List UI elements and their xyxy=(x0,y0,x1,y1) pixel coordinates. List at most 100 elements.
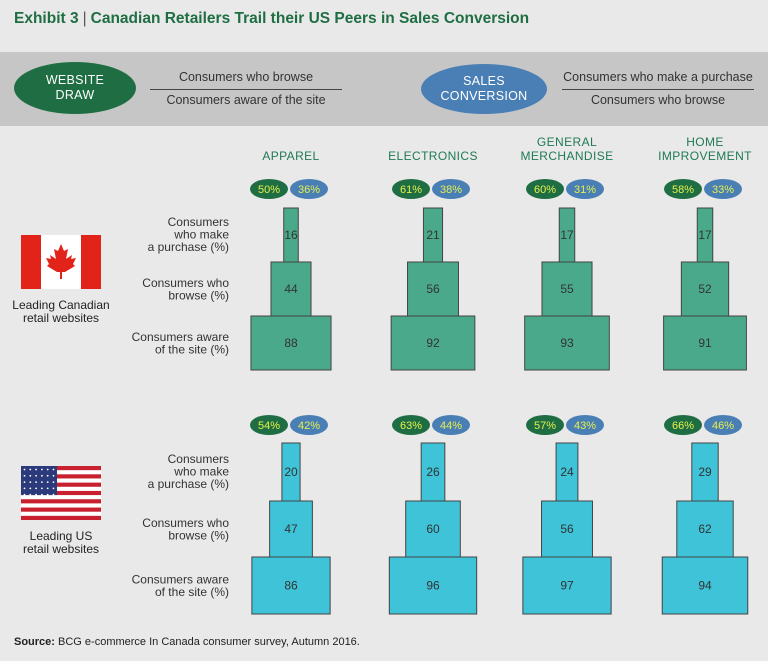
sales-conversion-label-2: CONVERSION xyxy=(440,89,528,103)
funnel-value-aware: 88 xyxy=(284,336,298,350)
us-flag-star xyxy=(41,493,43,496)
website-draw-pill xyxy=(250,415,288,435)
funnel-bar-purchase xyxy=(283,207,299,263)
website-draw-badge: WEBSITE DRAW xyxy=(14,62,136,114)
website-draw-pill xyxy=(250,179,288,199)
us-flag-star xyxy=(29,493,32,496)
sales-conversion-denominator: Consumers who browse xyxy=(590,93,726,107)
us-flag-star xyxy=(46,493,49,496)
us-flag-star xyxy=(52,474,55,477)
us-flag-star xyxy=(29,474,32,477)
funnel-bar-purchase xyxy=(420,442,446,502)
us-flag-canton xyxy=(21,466,57,496)
exhibit-label: Exhibit 3 xyxy=(14,10,79,27)
us-flag-stripe xyxy=(21,474,101,479)
sales-conversion-value: 36% xyxy=(298,184,320,196)
funnel-bar-purchase xyxy=(555,442,579,502)
website-draw-pill xyxy=(526,415,564,435)
category-label: GENERAL xyxy=(537,135,597,149)
funnel-value-browse: 55 xyxy=(560,282,574,296)
category-label: ELECTRONICS xyxy=(388,149,478,163)
funnel-bar-browse xyxy=(269,500,313,558)
us-flag-stripe xyxy=(21,499,101,504)
funnel-value-aware: 91 xyxy=(698,336,712,350)
funnel-bar-browse xyxy=(407,261,459,317)
website-draw-value: 54% xyxy=(258,420,280,432)
funnel-value-aware: 92 xyxy=(426,336,440,350)
us-flag-star xyxy=(41,481,43,483)
title-separator: | xyxy=(82,10,87,27)
sales-conversion-label-1: SALES xyxy=(463,74,505,88)
sales-conversion-value: 38% xyxy=(440,184,462,196)
row-label-browse: browse (%) xyxy=(168,529,229,543)
sales-conversion-value: 33% xyxy=(712,184,734,196)
canada-flag-left-band xyxy=(21,235,41,289)
sales-conversion-pill xyxy=(704,179,742,199)
funnel-value-browse: 56 xyxy=(560,522,574,536)
sales-conversion-numerator: Consumers who make a purchase xyxy=(563,70,753,84)
funnel-value-purchase: 29 xyxy=(698,465,712,479)
funnel-bar-purchase xyxy=(558,207,576,263)
us-flag-star xyxy=(46,481,49,483)
group-name: retail websites xyxy=(23,542,99,556)
sales-conversion-pill xyxy=(566,179,604,199)
funnel-bar-aware xyxy=(250,315,332,371)
us-flag-star xyxy=(35,493,37,496)
row-label-aware: of the site (%) xyxy=(155,343,229,357)
sales-conversion-value: 46% xyxy=(712,420,734,432)
funnel-bar-purchase xyxy=(281,442,301,502)
website-draw-pill xyxy=(664,415,702,435)
us-flag-star xyxy=(23,493,26,496)
funnel-bar-browse xyxy=(541,261,593,317)
category-label: IMPROVEMENT xyxy=(658,149,752,163)
funnel-bar-browse xyxy=(405,500,461,558)
sales-conversion-pill xyxy=(704,415,742,435)
category-label: MERCHANDISE xyxy=(520,149,613,163)
website-draw-value: 57% xyxy=(534,420,556,432)
funnel-bar-aware xyxy=(524,315,610,371)
website-draw-label-2: DRAW xyxy=(55,88,95,102)
sales-conversion-pill xyxy=(566,415,604,435)
row-label-purchase: who make xyxy=(173,465,229,479)
funnel-value-browse: 52 xyxy=(698,282,712,296)
us-flag-stripe xyxy=(21,490,101,496)
us-flag-star xyxy=(35,481,37,483)
source-text: BCG e-commerce In Canada consumer survey… xyxy=(58,636,360,648)
us-flag-star xyxy=(35,487,37,490)
funnel-bar-aware xyxy=(251,556,331,615)
website-draw-value: 63% xyxy=(400,420,422,432)
funnel-value-browse: 44 xyxy=(284,282,298,296)
website-draw-label-1: WEBSITE xyxy=(45,73,105,87)
funnel-value-purchase: 26 xyxy=(426,465,440,479)
us-flag-star xyxy=(41,487,43,490)
sales-conversion-value: 42% xyxy=(298,420,320,432)
funnel-value-browse: 62 xyxy=(698,522,712,536)
us-flag-star xyxy=(29,481,32,483)
source-note: Source: BCG e-commerce In Canada consume… xyxy=(14,636,360,648)
funnel-bar-aware xyxy=(522,556,612,615)
funnel-value-purchase: 21 xyxy=(426,228,440,242)
row-label-browse: browse (%) xyxy=(168,289,229,303)
maple-leaf-icon xyxy=(46,244,76,279)
funnel-bar-aware xyxy=(661,556,749,615)
sales-conversion-pill xyxy=(290,415,328,435)
website-draw-value: 61% xyxy=(400,184,422,196)
funnel-value-purchase: 24 xyxy=(560,465,574,479)
us-flag-star xyxy=(41,474,43,477)
category-label: APPAREL xyxy=(262,149,319,163)
chart-title: Exhibit 3 | Canadian Retailers Trail their… xyxy=(14,10,529,28)
us-flag-stripe xyxy=(21,507,101,512)
funnel-value-aware: 93 xyxy=(560,336,574,350)
website-draw-numerator: Consumers who browse xyxy=(178,70,314,84)
sales-conversion-pill xyxy=(432,179,470,199)
row-label-aware: of the site (%) xyxy=(155,585,229,599)
us-flag-star xyxy=(52,493,55,496)
website-draw-pill xyxy=(526,179,564,199)
funnel-value-browse: 60 xyxy=(426,522,440,536)
sales-conversion-value: 31% xyxy=(574,184,596,196)
us-flag-star xyxy=(29,487,32,490)
us-flag-star xyxy=(52,481,55,483)
funnel-value-aware: 94 xyxy=(698,579,712,593)
us-flag-star xyxy=(52,487,55,490)
